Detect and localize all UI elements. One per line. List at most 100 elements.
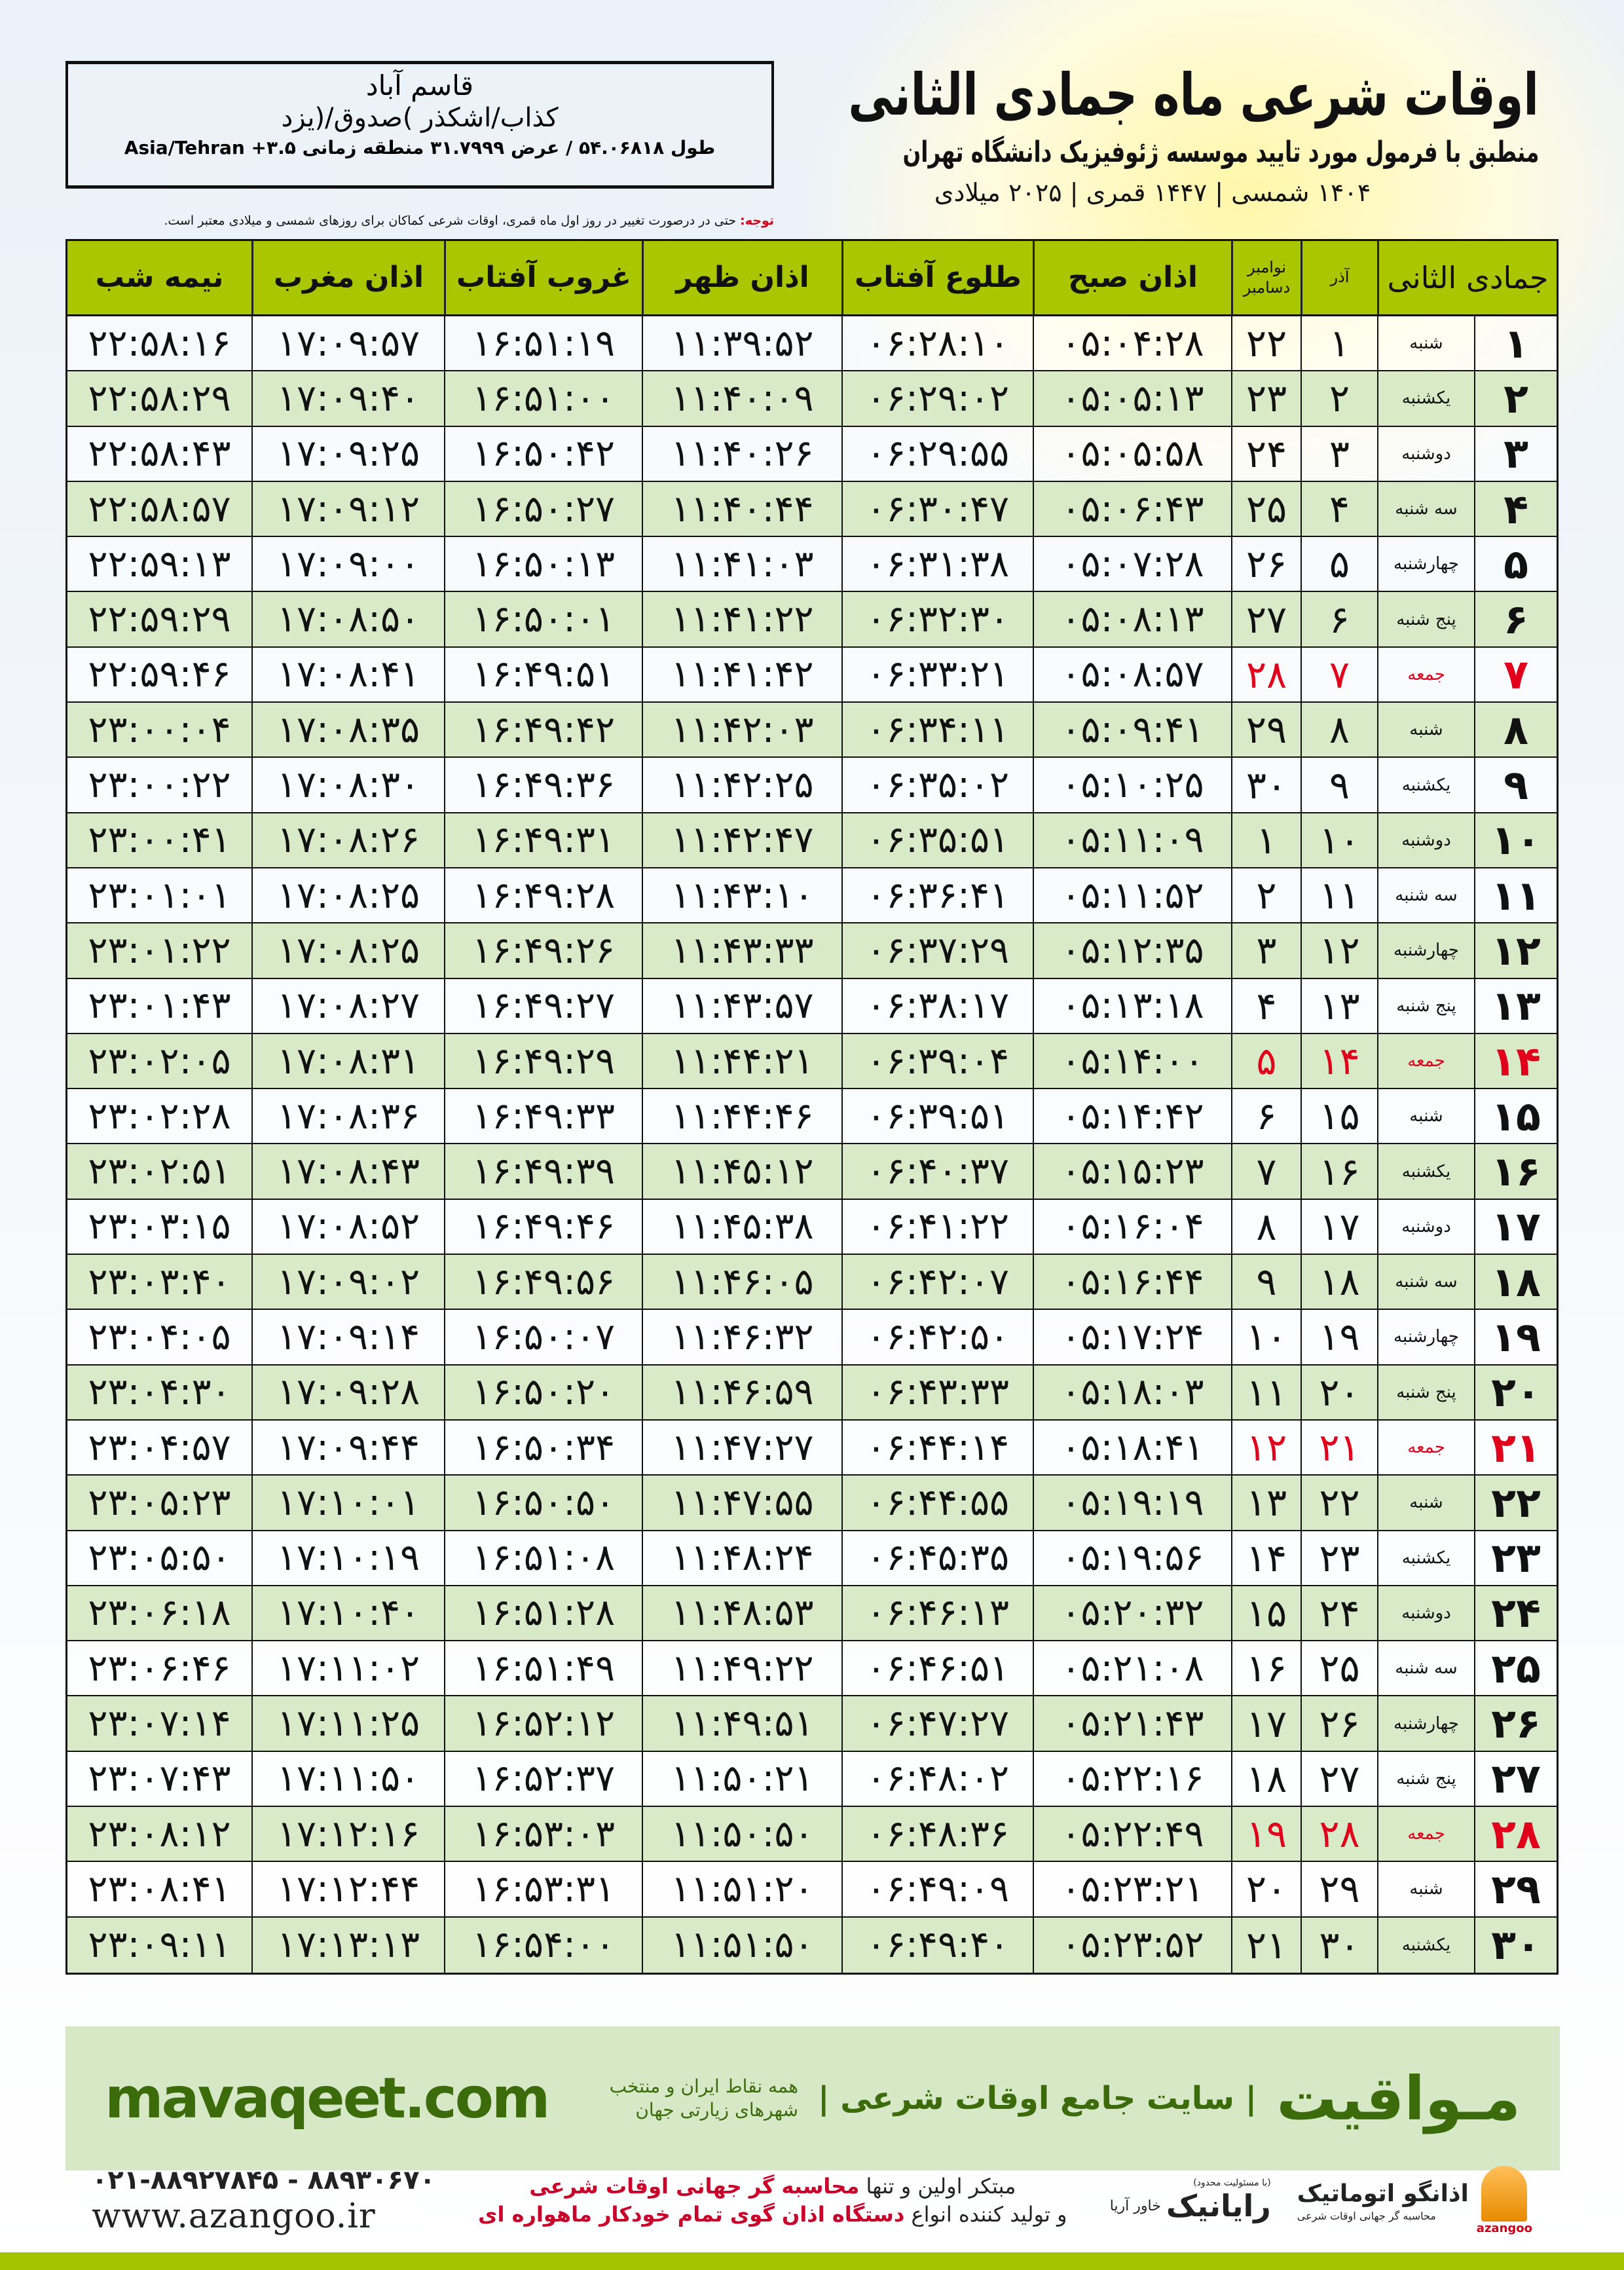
promo-line2b: دستگاه اذان گوی تمام خودکار ماهواره ای	[478, 2202, 905, 2227]
azangoo-mark: azangoo	[1477, 2166, 1532, 2235]
azar-day: ۲۸	[1301, 1807, 1377, 1861]
table-row: ۴ سه شنبه ۴ ۲۵ ۰۵:۰۶:۴۳ ۰۶:۳۰:۴۷ ۱۱:۴۰:۴۴ ۱۶:۵۰…	[67, 481, 1557, 538]
azar-day: ۷	[1301, 647, 1377, 702]
table-row: ۱۴ جمعه ۱۴ ۵ ۰۵:۱۴:۰۰ ۰۶:۳۹:۰۴ ۱۱:۴۴:۲۱ ۱۶:۴۹:۲…	[67, 1033, 1557, 1090]
sunset-time: ۱۶:۵۰:۲۷	[444, 481, 642, 536]
fajr-time: ۰۵:۰۴:۲۸	[1033, 316, 1231, 371]
gregorian-day: ۲۶	[1231, 537, 1301, 591]
midnight-time: ۲۳:۰۲:۵۱	[88, 1150, 231, 1193]
day-number: ۲۶	[1474, 1696, 1557, 1751]
maghrib-time: ۱۷:۱۱:۰۲	[251, 1641, 444, 1696]
azangoo-link[interactable]: www.azangoo.ir	[92, 2196, 376, 2236]
azar-day: ۹	[1301, 758, 1377, 812]
weekday: یکشنبه	[1377, 1144, 1474, 1199]
fajr-time: ۰۵:۰۶:۴۳	[1033, 481, 1231, 536]
gregorian-day: ۱۳	[1231, 1476, 1301, 1530]
maghrib-time: ۱۷:۰۸:۲۶	[251, 813, 444, 867]
midnight-time: ۲۳:۰۹:۱۱	[88, 1924, 231, 1967]
dhuhr-time: ۱۱:۴۳:۵۷	[642, 978, 841, 1033]
azar-day: ۵	[1301, 537, 1377, 591]
maghrib-time: ۱۷:۰۸:۳۵	[251, 703, 444, 757]
weekday: چهارشنبه	[1377, 1696, 1474, 1751]
table-row: ۲۱ جمعه ۲۱ ۱۲ ۰۵:۱۸:۴۱ ۰۶:۴۴:۱۴ ۱۱:۴۷:۲۷ ۱۶:۵۰:…	[67, 1420, 1557, 1476]
note: توجه: حتی در درصورت تغییر در روز اول ماه…	[65, 214, 774, 228]
azar-day: ۲۲	[1301, 1476, 1377, 1530]
weekday: شنبه	[1377, 1476, 1474, 1530]
weekday: جمعه	[1377, 1807, 1474, 1861]
sunset-time: ۱۶:۵۱:۴۹	[444, 1641, 642, 1696]
day-number: ۹	[1474, 758, 1557, 812]
azar-day: ۱۱	[1301, 868, 1377, 923]
weekday: یکشنبه	[1377, 1917, 1474, 1973]
sunset-time: ۱۶:۵۰:۳۴	[444, 1420, 642, 1475]
gregorian-day: ۳	[1231, 923, 1301, 978]
maghrib-time: ۱۷:۰۸:۴۳	[251, 1144, 444, 1199]
midnight-time: ۲۲:۵۹:۱۳	[88, 542, 231, 586]
rayanik-sub: خاور آریا	[1109, 2197, 1161, 2214]
sunset-time: ۱۶:۴۹:۲۷	[444, 978, 642, 1033]
azar-day: ۱۲	[1301, 923, 1377, 978]
azar-day: ۲۷	[1301, 1751, 1377, 1806]
azangoo-name: اذانگو اتوماتیک	[1297, 2180, 1469, 2208]
fajr-time: ۰۵:۲۰:۳۲	[1033, 1586, 1231, 1641]
gregorian-day: ۲۷	[1231, 592, 1301, 646]
weekday: یکشنبه	[1377, 1531, 1474, 1585]
azar-day: ۱۳	[1301, 978, 1377, 1033]
table-row: ۱۳ پنج شنبه ۱۳ ۴ ۰۵:۱۳:۱۸ ۰۶:۳۸:۱۷ ۱۱:۴۳:۵۷ ۱۶:…	[67, 978, 1557, 1034]
azar-day: ۴	[1301, 481, 1377, 536]
day-number: ۲۴	[1474, 1586, 1557, 1641]
header-month: جمادی الثانی	[1377, 241, 1557, 314]
day-number: ۲۲	[1474, 1476, 1557, 1530]
sunrise-time: ۰۶:۴۳:۳۳	[841, 1365, 1033, 1419]
dhuhr-time: ۱۱:۴۹:۵۱	[642, 1696, 841, 1751]
dhuhr-time: ۱۱:۴۸:۵۳	[642, 1586, 841, 1641]
contacts: ۰۲۱-۸۸۹۲۷۸۴۵ - ۸۸۹۳۰۶۷۰ www.azangoo.ir	[92, 2165, 435, 2237]
mavaqeet-link[interactable]: mavaqeet.com	[105, 2066, 550, 2131]
sunset-time: ۱۶:۵۳:۳۱	[444, 1862, 642, 1916]
midnight-time: ۲۳:۰۶:۴۶	[88, 1647, 231, 1690]
maghrib-time: ۱۷:۰۸:۲۵	[251, 923, 444, 978]
sunset-time: ۱۶:۵۳:۰۳	[444, 1807, 642, 1861]
sunset-time: ۱۶:۴۹:۳۶	[444, 758, 642, 812]
day-number: ۳۰	[1474, 1917, 1557, 1973]
weekday: چهارشنبه	[1377, 923, 1474, 978]
sunrise-time: ۰۶:۳۸:۱۷	[841, 978, 1033, 1033]
midnight-time: ۲۲:۵۹:۲۹	[88, 598, 231, 641]
table-row: ۲۳ یکشنبه ۲۳ ۱۴ ۰۵:۱۹:۵۶ ۰۶:۴۵:۳۵ ۱۱:۴۸:۲۴ ۱۶:۵…	[67, 1531, 1557, 1586]
sunrise-time: ۰۶:۳۷:۲۹	[841, 923, 1033, 978]
gregorian-day: ۱	[1231, 813, 1301, 867]
dhuhr-time: ۱۱:۴۵:۱۲	[642, 1144, 841, 1199]
day-number: ۲۹	[1474, 1862, 1557, 1916]
fajr-time: ۰۵:۱۴:۴۲	[1033, 1089, 1231, 1144]
dhuhr-time: ۱۱:۵۰:۵۰	[642, 1807, 841, 1861]
location-coords: طول ۵۴.۰۶۸۱۸ / عرض ۳۱.۷۹۹۹ منطقه زمانی ۳…	[124, 137, 716, 158]
header-sunrise: طلوع آفتاب	[841, 241, 1033, 314]
midnight-time: ۲۳:۰۵:۵۰	[88, 1536, 231, 1580]
day-number: ۳	[1474, 426, 1557, 481]
prayer-times-table: جمادی الثانی آذر نوامبر دسامبر اذان صبح ط…	[65, 239, 1559, 1975]
midnight-time: ۲۳:۰۶:۱۸	[88, 1591, 231, 1635]
midnight-time: ۲۳:۰۳:۱۵	[88, 1205, 231, 1248]
fajr-time: ۰۵:۲۲:۱۶	[1033, 1751, 1231, 1806]
maghrib-time: ۱۷:۰۸:۳۶	[251, 1089, 444, 1144]
maghrib-time: ۱۷:۰۸:۳۰	[251, 758, 444, 812]
fajr-time: ۰۵:۱۶:۰۴	[1033, 1199, 1231, 1254]
sunrise-time: ۰۶:۳۲:۳۰	[841, 592, 1033, 646]
sunset-time: ۱۶:۵۰:۰۷	[444, 1310, 642, 1364]
dhuhr-time: ۱۱:۴۵:۳۸	[642, 1199, 841, 1254]
gregorian-day: ۶	[1231, 1089, 1301, 1144]
maghrib-time: ۱۷:۰۸:۳۱	[251, 1033, 444, 1088]
gregorian-day: ۱۸	[1231, 1751, 1301, 1806]
sunrise-time: ۰۶:۴۶:۵۱	[841, 1641, 1033, 1696]
weekday: جمعه	[1377, 1033, 1474, 1088]
maghrib-time: ۱۷:۰۸:۵۰	[251, 592, 444, 646]
sunset-time: ۱۶:۵۱:۰۰	[444, 371, 642, 426]
maghrib-time: ۱۷:۰۹:۰۲	[251, 1255, 444, 1309]
gregorian-day: ۱۹	[1231, 1807, 1301, 1861]
azar-day: ۳۰	[1301, 1917, 1377, 1973]
weekday: شنبه	[1377, 703, 1474, 757]
maghrib-time: ۱۷:۰۸:۲۷	[251, 978, 444, 1033]
brand-logo-text: مـواقیت	[1276, 2063, 1521, 2134]
maghrib-time: ۱۷:۰۸:۴۱	[251, 647, 444, 702]
azar-day: ۱۹	[1301, 1310, 1377, 1364]
